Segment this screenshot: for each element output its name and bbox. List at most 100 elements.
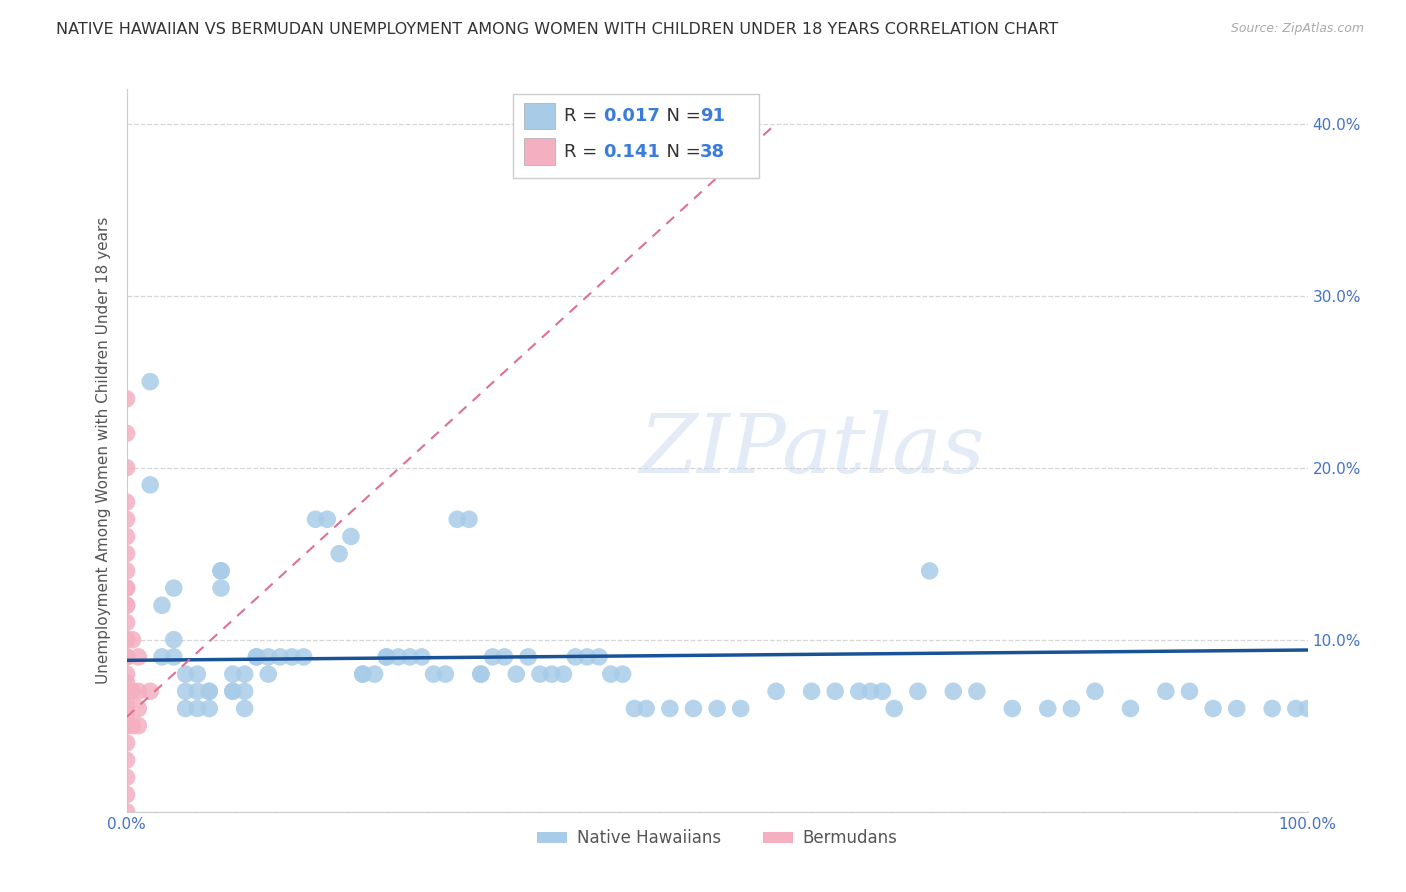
Point — [115, 753, 138, 767]
Point — [658, 701, 681, 715]
Point — [434, 667, 457, 681]
Point — [245, 649, 267, 664]
Text: ZIPatlas: ZIPatlas — [638, 410, 984, 491]
Point — [1296, 701, 1319, 715]
Point — [553, 667, 575, 681]
Point — [352, 667, 374, 681]
Point — [1226, 701, 1249, 715]
Point — [115, 684, 138, 698]
Point — [623, 701, 645, 715]
Point — [115, 529, 138, 543]
Point — [115, 581, 138, 595]
Point — [363, 667, 385, 681]
Point — [907, 684, 929, 698]
Point — [115, 710, 138, 724]
Point — [1202, 701, 1225, 715]
Point — [517, 649, 540, 664]
Point — [233, 684, 256, 698]
Point — [966, 684, 988, 698]
Point — [765, 684, 787, 698]
Text: NATIVE HAWAIIAN VS BERMUDAN UNEMPLOYMENT AMONG WOMEN WITH CHILDREN UNDER 18 YEAR: NATIVE HAWAIIAN VS BERMUDAN UNEMPLOYMENT… — [56, 22, 1059, 37]
Point — [706, 701, 728, 715]
Point — [115, 564, 138, 578]
Point — [209, 564, 232, 578]
Point — [127, 649, 149, 664]
Point — [127, 701, 149, 715]
Point — [730, 701, 752, 715]
Point — [115, 788, 138, 802]
Point — [564, 649, 586, 664]
Point — [115, 615, 138, 630]
Point — [115, 684, 138, 698]
Point — [115, 805, 138, 819]
Point — [859, 684, 882, 698]
Text: N =: N = — [655, 107, 707, 125]
Point — [115, 581, 138, 595]
Point — [304, 512, 326, 526]
Point — [127, 684, 149, 698]
Point — [174, 667, 197, 681]
Point — [115, 460, 138, 475]
Point — [115, 649, 138, 664]
Point — [115, 693, 138, 707]
Point — [127, 719, 149, 733]
Point — [115, 719, 138, 733]
Point — [209, 581, 232, 595]
Point — [163, 649, 186, 664]
Point — [1084, 684, 1107, 698]
Point — [1261, 701, 1284, 715]
Text: 0.017: 0.017 — [603, 107, 659, 125]
Point — [222, 684, 245, 698]
Point — [115, 675, 138, 690]
Point — [800, 684, 823, 698]
Point — [848, 684, 870, 698]
Point — [1119, 701, 1142, 715]
Point — [1285, 701, 1308, 715]
Point — [636, 701, 658, 715]
Point — [316, 512, 339, 526]
Point — [115, 632, 138, 647]
Point — [198, 701, 221, 715]
Point — [115, 599, 138, 613]
Point — [918, 564, 941, 578]
Point — [470, 667, 492, 681]
Point — [115, 392, 138, 406]
Point — [340, 529, 363, 543]
Point — [576, 649, 599, 664]
Point — [115, 512, 138, 526]
Point — [174, 701, 197, 715]
Point — [942, 684, 965, 698]
Point — [163, 632, 186, 647]
Point — [1036, 701, 1059, 715]
Point — [222, 684, 245, 698]
Text: 0.141: 0.141 — [603, 143, 659, 161]
Point — [422, 667, 444, 681]
Text: R =: R = — [564, 107, 603, 125]
Point — [599, 667, 621, 681]
Point — [257, 667, 280, 681]
Point — [824, 684, 846, 698]
Point — [399, 649, 422, 664]
Point — [121, 684, 143, 698]
Point — [245, 649, 267, 664]
Text: 38: 38 — [700, 143, 725, 161]
Point — [233, 701, 256, 715]
Point — [115, 495, 138, 509]
Point — [540, 667, 562, 681]
Point — [186, 701, 208, 715]
Text: N =: N = — [655, 143, 707, 161]
Point — [1001, 701, 1024, 715]
Point — [682, 701, 704, 715]
Point — [352, 667, 374, 681]
Point — [328, 547, 350, 561]
Point — [529, 667, 551, 681]
Point — [209, 564, 232, 578]
Point — [186, 667, 208, 681]
Point — [458, 512, 481, 526]
Point — [375, 649, 398, 664]
Point — [375, 649, 398, 664]
Point — [139, 684, 162, 698]
Point — [281, 649, 304, 664]
Point — [115, 736, 138, 750]
Point — [505, 667, 527, 681]
